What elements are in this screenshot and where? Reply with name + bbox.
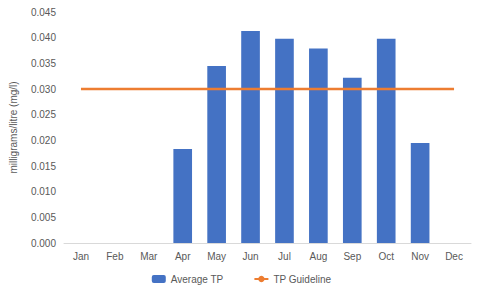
svg-text:Nov: Nov (411, 251, 429, 262)
svg-text:Oct: Oct (378, 251, 394, 262)
svg-text:Aug: Aug (309, 251, 327, 262)
svg-text:0.040: 0.040 (31, 32, 56, 43)
svg-text:Jun: Jun (242, 251, 258, 262)
svg-text:Jan: Jan (73, 251, 89, 262)
svg-text:Jul: Jul (278, 251, 291, 262)
svg-text:0.020: 0.020 (31, 135, 56, 146)
svg-text:0.030: 0.030 (31, 84, 56, 95)
svg-text:May: May (207, 251, 226, 262)
svg-text:0.025: 0.025 (31, 109, 56, 120)
svg-text:Sep: Sep (343, 251, 361, 262)
svg-text:0.045: 0.045 (31, 7, 56, 18)
svg-text:Dec: Dec (445, 251, 463, 262)
svg-text:TP Guideline: TP Guideline (273, 274, 331, 285)
svg-text:milligrams/litre (mg/l): milligrams/litre (mg/l) (8, 81, 19, 173)
svg-text:Feb: Feb (106, 251, 124, 262)
svg-text:0.000: 0.000 (31, 238, 56, 249)
svg-text:0.010: 0.010 (31, 186, 56, 197)
svg-text:0.005: 0.005 (31, 212, 56, 223)
svg-text:0.035: 0.035 (31, 58, 56, 69)
svg-text:Apr: Apr (175, 251, 191, 262)
svg-text:Mar: Mar (140, 251, 158, 262)
svg-text:Average TP: Average TP (171, 274, 224, 285)
svg-text:0.015: 0.015 (31, 161, 56, 172)
